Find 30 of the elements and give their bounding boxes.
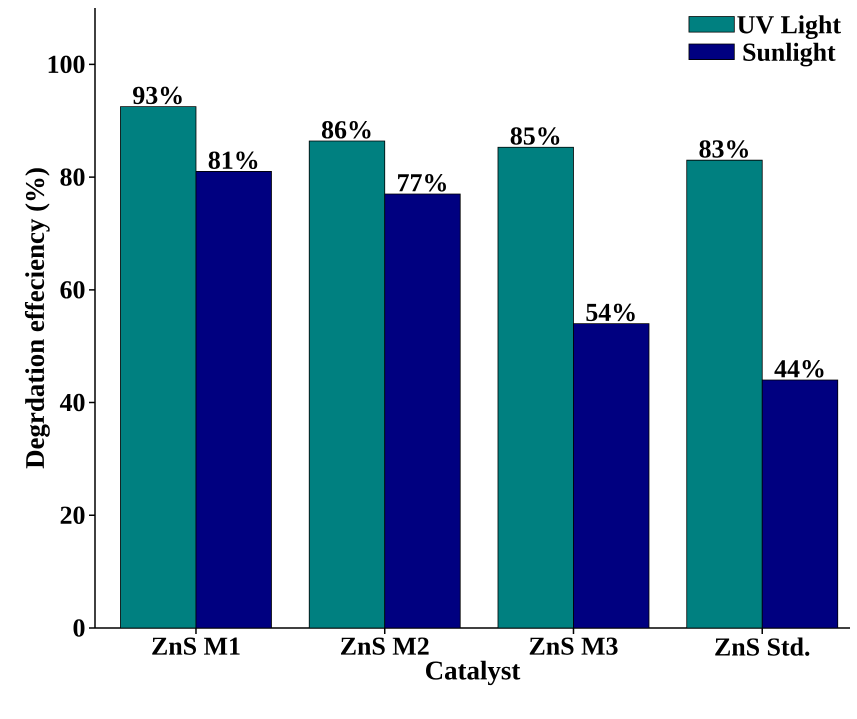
legend-label: Sunlight — [743, 42, 836, 66]
bar — [762, 380, 838, 628]
y-tick-label: 40 — [60, 394, 84, 412]
y-tick-label: 0 — [74, 619, 84, 637]
bar — [308, 140, 386, 628]
data-label: 83% — [699, 140, 748, 158]
data-label: 85% — [510, 127, 560, 145]
y-axis-title: Degrdation effeciency (%) — [24, 168, 50, 468]
bar — [498, 146, 574, 628]
x-tick-label: ZnS Std. — [715, 638, 810, 656]
data-label: 93% — [133, 86, 182, 104]
y-tick-label: 20 — [60, 506, 84, 524]
legend-label: UV Light — [737, 15, 841, 39]
data-label: 54% — [586, 304, 635, 322]
data-label: 77% — [398, 174, 446, 192]
data-label: 44% — [774, 360, 824, 378]
bar — [384, 194, 461, 628]
data-label: 81% — [208, 151, 258, 170]
bar — [573, 323, 650, 628]
data-label: 86% — [322, 121, 370, 139]
x-tick-label: ZnS M2 — [340, 638, 429, 655]
y-tick-label: 80 — [60, 168, 84, 186]
x-axis-title: Catalyst — [426, 660, 520, 686]
x-tick-label: ZnS M1 — [152, 638, 240, 655]
bar — [120, 106, 196, 628]
y-tick-label: 100 — [48, 56, 84, 74]
x-tick-label: ZnS M3 — [530, 638, 618, 655]
bar — [686, 160, 763, 628]
bar — [196, 171, 272, 628]
y-tick-label: 60 — [60, 281, 84, 299]
